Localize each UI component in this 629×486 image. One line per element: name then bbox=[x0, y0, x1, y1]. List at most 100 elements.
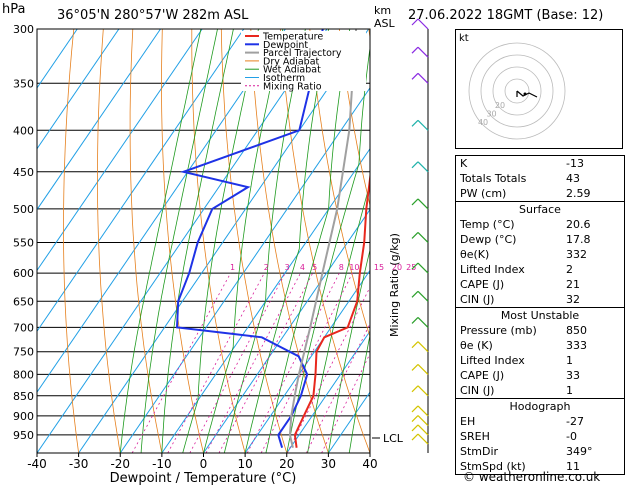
wind-barb-flag bbox=[411, 316, 419, 324]
hodograph-unit-label: kt bbox=[459, 33, 469, 44]
wind-barb-flag bbox=[411, 119, 419, 127]
isotherm-line bbox=[37, 29, 120, 150]
wind-barb bbox=[417, 262, 429, 274]
y-tick-label: 750 bbox=[13, 346, 34, 359]
hodograph-ring bbox=[468, 42, 566, 140]
isotherm-line bbox=[37, 29, 286, 394]
mixing-ratio-axis-label: Mixing Ratio (g/kg) bbox=[388, 233, 401, 337]
wind-barb-flag bbox=[411, 405, 419, 413]
index-row: CAPE (J) 21 bbox=[456, 277, 624, 292]
index-value: 32 bbox=[566, 293, 580, 306]
index-value: 850 bbox=[566, 324, 587, 337]
legend-entry-label: Isotherm bbox=[263, 73, 305, 84]
index-value: 43 bbox=[566, 172, 580, 185]
wind-barb-flag bbox=[411, 385, 419, 393]
x-tick-label: -30 bbox=[69, 457, 89, 471]
wind-barb-flag bbox=[411, 46, 419, 54]
wet-adiabat-line bbox=[244, 29, 329, 453]
index-label: CIN (J) bbox=[460, 293, 495, 306]
wind-barb-flag bbox=[411, 161, 419, 169]
hodograph-table-title: Hodograph bbox=[509, 400, 571, 413]
dry-adiabat-line bbox=[428, 29, 450, 453]
dewpoint-series-line bbox=[175, 29, 324, 448]
wind-barb bbox=[417, 72, 429, 84]
wind-barb-flag bbox=[411, 18, 419, 26]
index-row: SREH -0 bbox=[456, 429, 624, 444]
mixing-ratio-tick-label: 5 bbox=[312, 263, 317, 272]
legend-entry-label: Temperature bbox=[262, 32, 323, 43]
wet-adiabat-line bbox=[369, 450, 370, 453]
dry-adiabat-line bbox=[338, 29, 370, 208]
mixing-ratio-line bbox=[260, 272, 353, 453]
y-tick-label: 300 bbox=[13, 23, 34, 36]
y-tick-label: 500 bbox=[13, 203, 34, 216]
index-label: Temp (°C) bbox=[460, 218, 515, 231]
index-label: CAPE (J) bbox=[460, 369, 505, 382]
isotherm-line bbox=[286, 330, 370, 453]
wet-adiabat-line bbox=[348, 332, 370, 453]
index-value: -27 bbox=[566, 415, 584, 428]
legend-entry-label: Mixing Ratio bbox=[263, 81, 322, 92]
index-row: CIN (J) 32 bbox=[456, 292, 624, 307]
index-row: Dewp (°C) 17.8 bbox=[456, 232, 624, 247]
dry-adiabat-line bbox=[96, 29, 121, 453]
index-label: θe(K) bbox=[460, 248, 490, 261]
wind-barb bbox=[417, 363, 429, 375]
stability-indices-panel: K -13 Totals Totals 43 PW (cm) 2.59 Surface T… bbox=[455, 155, 625, 475]
wind-barb-flag bbox=[411, 433, 419, 441]
mixing-ratio-line bbox=[167, 272, 265, 453]
wind-barb bbox=[417, 161, 429, 173]
wind-barb-flag bbox=[411, 363, 419, 371]
wind-barb-flag bbox=[411, 424, 419, 432]
x-tick-label: -10 bbox=[152, 457, 172, 471]
index-value: 332 bbox=[566, 248, 587, 261]
y-tick-label: 800 bbox=[13, 368, 34, 381]
hodograph-ring-label: 20 bbox=[495, 101, 505, 110]
y-tick-label: 550 bbox=[13, 236, 34, 249]
dry-adiabat-line bbox=[161, 29, 204, 453]
isotherm-line bbox=[412, 29, 450, 453]
temperature-series-line bbox=[293, 171, 370, 448]
y-tick-label: 850 bbox=[13, 390, 34, 403]
wind-barb-flag bbox=[411, 262, 419, 270]
wind-barb bbox=[417, 424, 429, 436]
wind-barb bbox=[417, 232, 429, 243]
y-tick-label: 350 bbox=[13, 77, 34, 90]
mixing-ratio-line bbox=[218, 272, 314, 453]
mixing-ratio-tick-label: 20 bbox=[392, 263, 402, 272]
index-value: 33 bbox=[566, 369, 580, 382]
index-row: StmDir 349° bbox=[456, 444, 624, 459]
index-row: Lifted Index 2 bbox=[456, 262, 624, 277]
y-tick-label: 600 bbox=[13, 267, 34, 280]
index-row: K -13 bbox=[456, 156, 624, 171]
isotherm-line bbox=[369, 452, 370, 453]
legend-entry-label: Dewpoint bbox=[263, 40, 308, 51]
hodograph-ring bbox=[492, 66, 542, 116]
x-tick-label: 20 bbox=[279, 457, 294, 471]
mixing-ratio-line bbox=[205, 272, 301, 453]
index-value: -0 bbox=[566, 430, 577, 443]
index-label: Lifted Index bbox=[460, 263, 525, 276]
wet-adiabat-line bbox=[140, 29, 218, 453]
wet-adiabat-line bbox=[119, 29, 202, 453]
index-label: EH bbox=[460, 415, 476, 428]
index-row: Temp (°C) 20.6 bbox=[456, 217, 624, 232]
wind-barb-flag bbox=[411, 198, 419, 206]
wet-adiabat-line bbox=[265, 29, 351, 453]
y-tick-label: 700 bbox=[13, 321, 34, 334]
index-label: CIN (J) bbox=[460, 384, 495, 397]
hodograph-ring bbox=[480, 54, 554, 128]
wind-barb bbox=[417, 198, 429, 210]
x-tick-label: 10 bbox=[237, 457, 252, 471]
y-tick-label: 400 bbox=[13, 124, 34, 137]
hodograph-ring-label: 40 bbox=[478, 118, 488, 127]
wet-adiabat-line bbox=[307, 182, 370, 453]
x-tick-label: 40 bbox=[362, 457, 377, 471]
wind-barb bbox=[417, 316, 429, 328]
index-label: Lifted Index bbox=[460, 354, 525, 367]
dry-adiabat-line bbox=[63, 29, 79, 453]
mixing-ratio-line bbox=[189, 272, 286, 453]
index-row: Pressure (mb) 850 bbox=[456, 323, 624, 338]
mixing-ratio-line bbox=[321, 352, 370, 453]
